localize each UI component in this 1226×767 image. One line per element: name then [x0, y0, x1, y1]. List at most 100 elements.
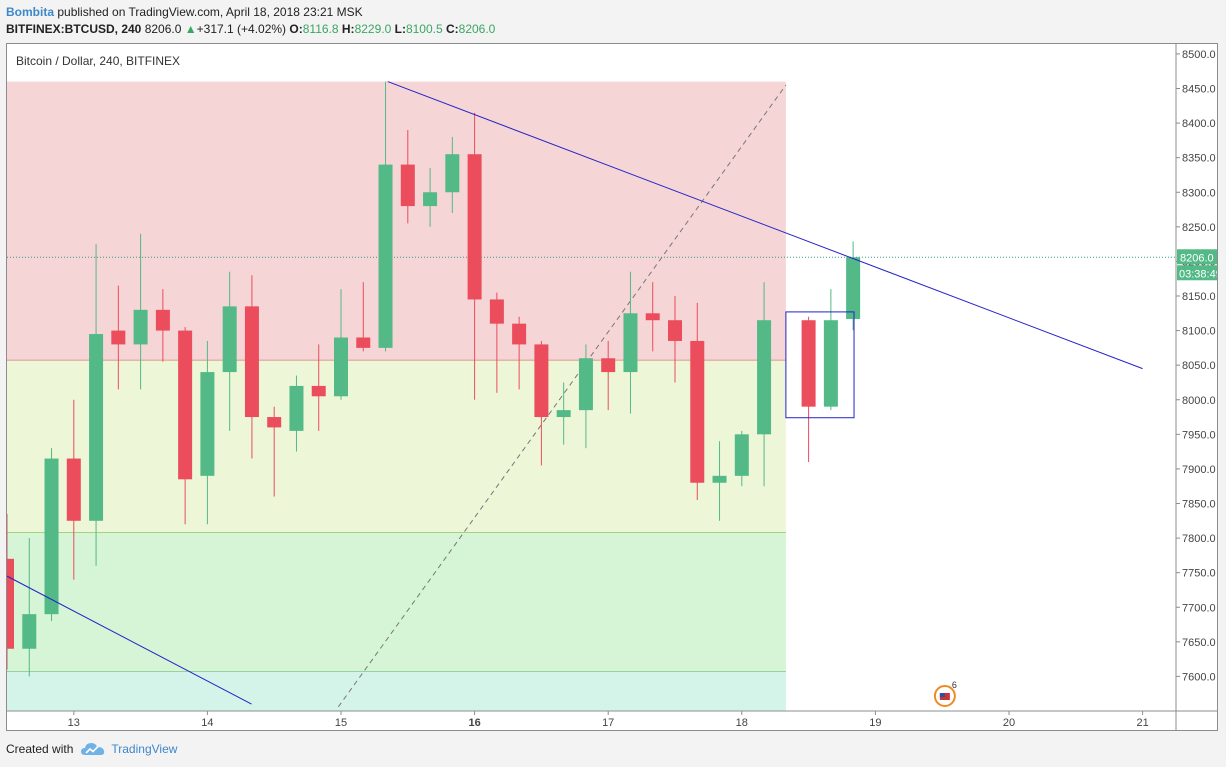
candle-body-0	[0, 558, 14, 649]
dashed-trendline	[337, 84, 787, 708]
candle-body-5	[111, 330, 126, 345]
low-value: 8100.5	[405, 22, 443, 36]
candle-body-13	[289, 385, 304, 431]
countdown-tag-bg	[1177, 265, 1217, 281]
chart-frame[interactable]: 6 8500.0 8450.0 8400.0 8350.0 8300.0 8250.0 82…	[0, 43, 1222, 731]
candle-body-11	[244, 306, 259, 418]
zone-2	[7, 532, 786, 672]
candle-body-2	[44, 458, 59, 615]
last-price-tag: 8206.0	[1177, 249, 1217, 265]
y-tick-label-12: 7900.0	[1182, 464, 1216, 476]
candle-body-22	[489, 299, 504, 324]
y-tick-label-4: 8300.0	[1182, 187, 1216, 199]
y-tick-label-5: 8250.0	[1182, 222, 1216, 234]
y-tick-label-2: 8400.0	[1182, 118, 1216, 130]
candle-body-6	[133, 309, 148, 345]
candle-body-37	[846, 257, 861, 319]
candle-body-15	[334, 337, 348, 397]
y-tick-label-1: 8450.0	[1182, 84, 1216, 96]
lines-layer	[7, 84, 1176, 708]
candle-body-24	[534, 344, 549, 418]
y-tick-label-18: 7600.0	[1182, 671, 1216, 683]
candle-body-21	[467, 154, 482, 300]
candle-body-9	[200, 372, 215, 476]
y-tick-label-15: 7750.0	[1182, 568, 1216, 580]
candle-body-1	[22, 614, 37, 649]
axis-layer: 8500.08450.08400.08350.08300.08250.08200…	[7, 44, 1222, 730]
candle-body-10	[222, 306, 237, 373]
candles-layer	[0, 81, 861, 677]
publish-info: published on TradingView.com, April 18, …	[57, 5, 363, 19]
last-price-tag-bg	[1177, 249, 1217, 265]
footer: Created with TradingView	[6, 741, 177, 757]
zone-3	[7, 671, 786, 711]
countdown-tag-text: 03:38:49	[1179, 268, 1217, 280]
x-tick-label-7: 20	[1003, 717, 1015, 729]
tradingview-cloud-icon	[81, 743, 105, 755]
x-tick-label-8: 21	[1136, 717, 1148, 729]
close-label: C:	[445, 22, 459, 36]
y-tick-label-3: 8350.0	[1182, 153, 1216, 165]
quote-bar: BITFINEX:BTCUSD, 240 8206.0 ▲+317.1 (+4.…	[6, 21, 495, 37]
candle-body-28	[623, 313, 638, 373]
x-tick-label-1: 14	[201, 717, 213, 729]
x-tick-label-3: 16	[468, 717, 480, 729]
candle-body-18	[400, 164, 415, 207]
candle-body-17	[378, 164, 393, 348]
countdown-tag: 03:38:49	[1177, 265, 1222, 281]
y-tick-label-11: 7950.0	[1182, 429, 1216, 441]
y-tick-label-10: 8000.0	[1182, 395, 1216, 407]
chart-title: Bitcoin / Dollar, 240, BITFINEX	[16, 54, 180, 68]
candle-body-26	[578, 358, 593, 411]
y-tick-label-7: 8150.0	[1182, 291, 1216, 303]
candle-body-8	[178, 330, 193, 480]
highlight-box	[785, 311, 855, 419]
publish-header: Bombita published on TradingView.com, Ap…	[6, 4, 363, 20]
candle-body-29	[645, 313, 660, 321]
candle-body-4	[89, 334, 104, 521]
x-tick-label-6: 19	[869, 717, 881, 729]
x-tick-label-4: 17	[602, 717, 614, 729]
change-value: +317.1 (+4.02%)	[196, 22, 287, 36]
candle-body-30	[668, 320, 682, 341]
overlay-layer: 6	[6, 81, 1143, 707]
trendline-0	[387, 81, 1143, 370]
x-tick-label-0: 13	[68, 717, 80, 729]
author-link[interactable]: Bombita	[6, 5, 54, 19]
candle-body-25	[556, 410, 571, 418]
candle-body-19	[423, 192, 438, 207]
zones-layer	[7, 81, 786, 711]
event-badge-icon: 6	[933, 680, 957, 707]
zone-1	[7, 360, 786, 533]
low-label: L:	[394, 22, 406, 36]
last-price-tag-text: 8206.0	[1180, 252, 1214, 264]
candle-body-35	[801, 320, 816, 407]
candle-body-20	[445, 154, 460, 193]
y-tick-label-8: 8100.0	[1182, 326, 1216, 338]
y-tick-label-13: 7850.0	[1182, 499, 1216, 511]
price-chart[interactable]: 6 8500.0 8450.0 8400.0 8350.0 8300.0 8250.0 82…	[0, 44, 1222, 730]
open-value: 8116.8	[302, 22, 339, 36]
candle-body-23	[512, 323, 527, 345]
candle-body-16	[356, 337, 371, 348]
y-tick-label-16: 7700.0	[1182, 602, 1216, 614]
candle-body-34	[757, 320, 772, 435]
close-value: 8206.0	[458, 22, 496, 36]
y-tick-label-14: 7800.0	[1182, 533, 1216, 545]
event-badge-count: 6	[952, 680, 957, 690]
candle-body-12	[267, 417, 282, 428]
change-up-icon: ▲	[184, 22, 197, 36]
y-tick-label-17: 7650.0	[1182, 637, 1216, 649]
high-label: H:	[341, 22, 355, 36]
trendline-1	[6, 575, 252, 705]
candle-body-27	[601, 358, 616, 373]
candle-body-14	[311, 385, 326, 397]
tradingview-link[interactable]: TradingView	[111, 742, 178, 756]
candle-body-33	[734, 434, 749, 476]
candle-body-32	[712, 475, 727, 483]
last-price: 8206.0	[144, 22, 182, 36]
candle-body-31	[690, 340, 705, 483]
high-value: 8229.0	[354, 22, 392, 36]
zone-0	[7, 81, 786, 361]
candle-body-3	[66, 458, 81, 521]
